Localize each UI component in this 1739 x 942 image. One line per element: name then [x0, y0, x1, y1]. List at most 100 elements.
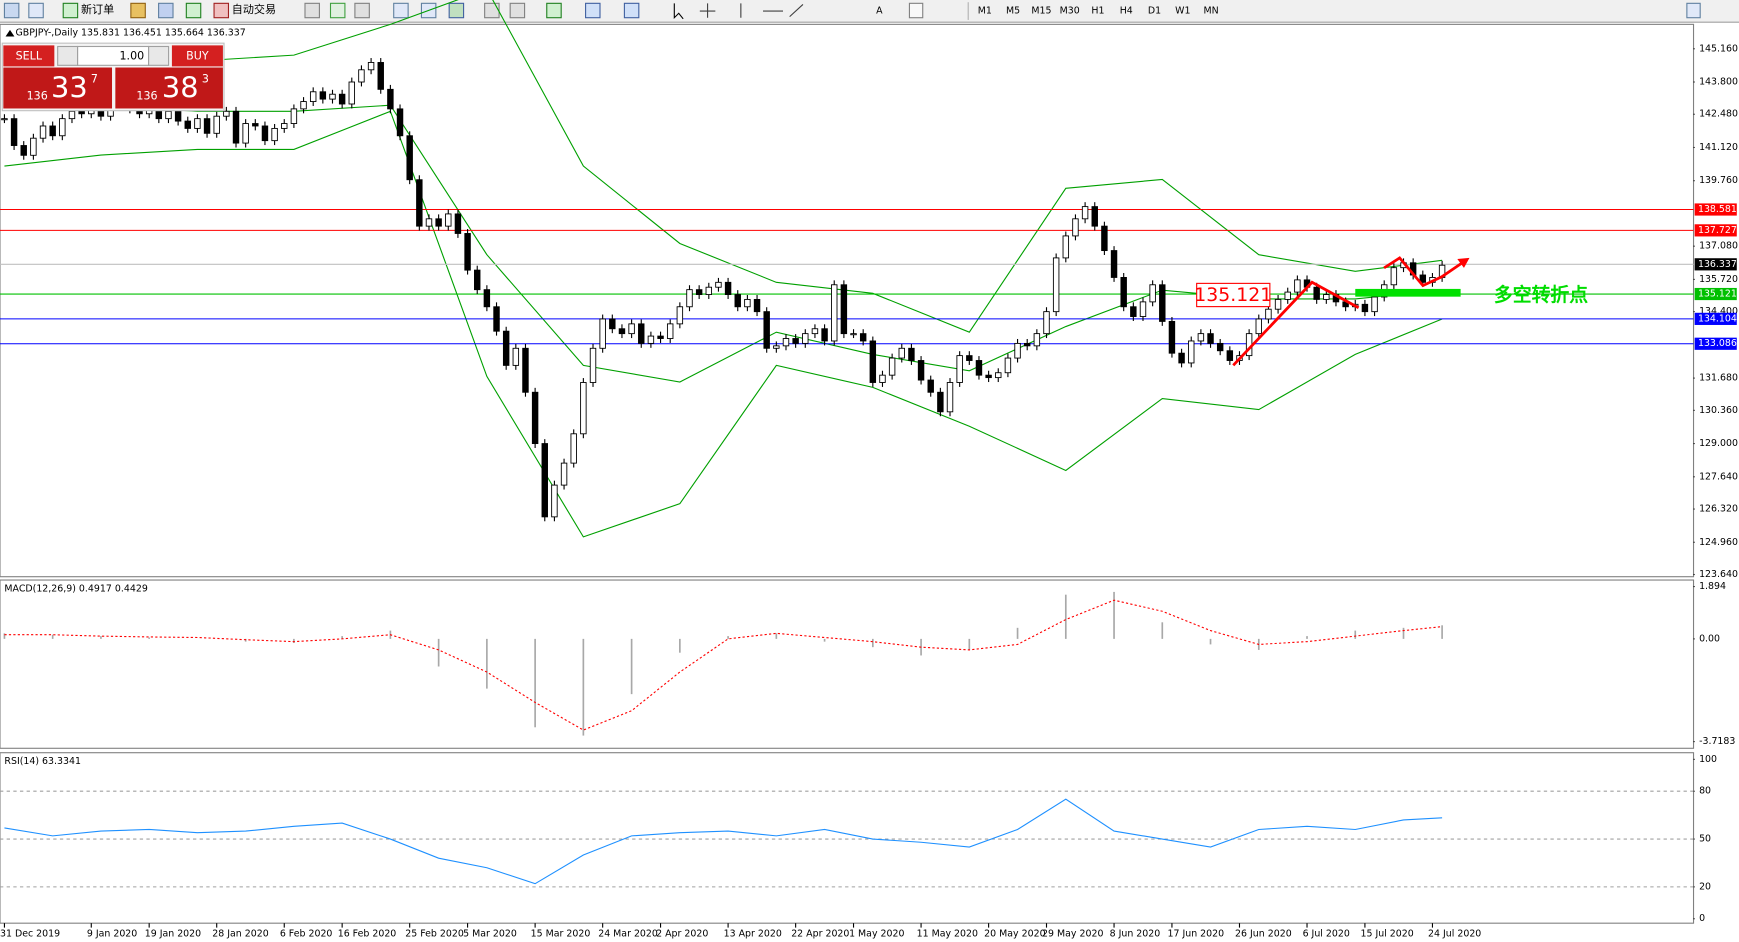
zoom-in[interactable] [393, 2, 409, 19]
candle [377, 62, 384, 90]
y-tick-label: 123.640 [1699, 569, 1738, 580]
candle [917, 360, 925, 381]
ask-big[interactable]: 136 [136, 89, 157, 102]
bid-pip[interactable]: 7 [91, 73, 98, 86]
timeframe-button[interactable]: H4 [1120, 6, 1133, 17]
ask-box[interactable] [115, 67, 223, 109]
turning-zone [1355, 288, 1461, 297]
new-order-button[interactable]: 新订单 [81, 2, 114, 16]
x-tick-label: 20 May 2020 [984, 929, 1045, 940]
periods[interactable] [585, 2, 601, 19]
ask-main[interactable]: 38 [162, 71, 199, 105]
x-tick-label: 1 May 2020 [849, 929, 904, 940]
candle [512, 347, 520, 366]
price-panel [0, 23, 1695, 578]
candle [676, 306, 684, 325]
cursor-tool[interactable] [673, 3, 684, 20]
candle [705, 286, 713, 295]
lots-value[interactable]: 1.00 [120, 49, 145, 62]
x-tick-label: 13 Apr 2020 [724, 929, 782, 940]
timeframe-button[interactable]: M5 [1006, 6, 1020, 17]
bid-main[interactable]: 33 [51, 71, 88, 105]
candle [888, 357, 896, 376]
bollinger-lower [4, 110, 1443, 538]
icon[interactable] [484, 2, 500, 19]
candle [609, 318, 616, 330]
candle [20, 145, 27, 156]
auto-trading-icon[interactable] [213, 2, 230, 19]
candle [647, 335, 655, 344]
price-level-tag [1694, 224, 1737, 237]
icon[interactable] [354, 2, 370, 19]
text-tool[interactable]: A [876, 6, 883, 17]
candle [1168, 320, 1176, 354]
timeframe-button[interactable]: M30 [1060, 6, 1080, 17]
candle [300, 101, 307, 110]
buy-label[interactable]: BUY [186, 49, 209, 62]
crosshair-tool[interactable] [699, 3, 716, 18]
arrow-head [1457, 257, 1470, 268]
bid-box[interactable] [3, 67, 113, 109]
timeframe-button[interactable]: W1 [1175, 6, 1190, 17]
line-tools[interactable] [740, 3, 804, 18]
price-layer [0, 0, 1698, 576]
candle [1178, 352, 1185, 364]
candle [628, 323, 635, 335]
candle [753, 298, 761, 313]
new-order-icon[interactable] [62, 2, 79, 19]
x-tick-label: 15 Mar 2020 [531, 929, 591, 940]
lots-up[interactable] [148, 45, 170, 66]
candle [30, 137, 37, 156]
indicators[interactable] [546, 2, 562, 19]
rsi-panel [0, 752, 1695, 924]
y-tick-label: 134.400 [1699, 306, 1738, 317]
sell-label[interactable]: SELL [16, 49, 43, 62]
buy-button[interactable] [171, 45, 223, 67]
bid-big[interactable]: 136 [27, 89, 48, 102]
candle [541, 443, 548, 518]
rsi-label: RSI(14) 63.3341 [4, 756, 81, 767]
x-tick-label: 8 Jun 2020 [1110, 929, 1161, 940]
icon[interactable] [28, 2, 44, 19]
candle [1159, 284, 1166, 322]
collapse-icon[interactable] [5, 29, 15, 37]
x-tick-label: 29 May 2020 [1042, 929, 1103, 940]
candle [522, 347, 529, 393]
timeframe-button[interactable]: D1 [1148, 6, 1161, 17]
timeframe-button[interactable]: MN [1204, 6, 1219, 17]
sell-button[interactable] [3, 45, 55, 67]
icon[interactable] [509, 2, 526, 19]
timeframe-button[interactable]: H1 [1091, 6, 1104, 17]
candle [792, 338, 799, 344]
candle [319, 91, 327, 100]
icon[interactable] [158, 2, 174, 19]
candle [474, 269, 481, 291]
candle [483, 289, 491, 308]
candle [1149, 284, 1156, 303]
candle [850, 333, 857, 336]
candle [1081, 206, 1089, 220]
search[interactable] [1686, 2, 1701, 19]
auto-trading-button[interactable]: 自动交易 [232, 2, 276, 16]
icon[interactable] [304, 2, 320, 19]
candle [946, 382, 954, 413]
candle [551, 484, 558, 518]
ask-pip[interactable]: 3 [202, 73, 209, 86]
icon[interactable] [448, 2, 465, 19]
text-label-tool[interactable] [908, 2, 924, 19]
icon[interactable] [3, 2, 20, 19]
icon[interactable] [329, 2, 346, 19]
timeframe-button[interactable]: M1 [978, 6, 992, 17]
lots-down[interactable] [57, 45, 79, 66]
timeframe-button[interactable]: M15 [1031, 6, 1051, 17]
candle [1033, 333, 1041, 347]
icon[interactable] [185, 2, 202, 19]
candle [1130, 306, 1137, 317]
templates[interactable] [623, 2, 640, 19]
icon[interactable] [130, 2, 146, 19]
arrow-path [1383, 256, 1467, 288]
price-level-label: 138.581 [1698, 204, 1737, 215]
